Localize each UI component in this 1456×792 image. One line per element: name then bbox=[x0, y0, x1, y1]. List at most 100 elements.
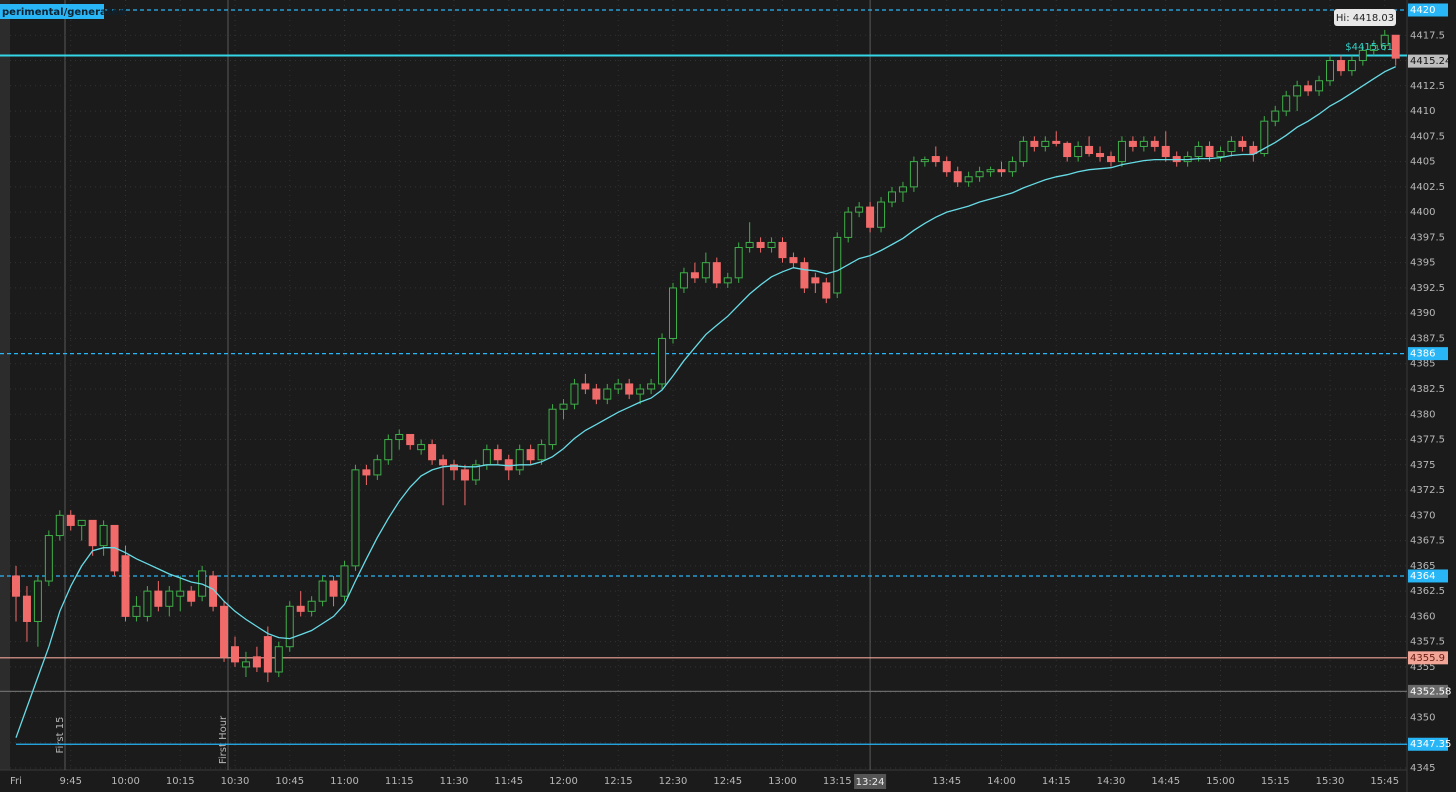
candle-body bbox=[1315, 80, 1324, 92]
candle-body bbox=[603, 388, 612, 400]
candle-body bbox=[833, 236, 842, 294]
candle-body bbox=[1249, 145, 1258, 155]
candle-body bbox=[898, 186, 907, 193]
candle-body bbox=[296, 605, 305, 612]
price-label: $4415.61 bbox=[1345, 42, 1393, 53]
candle-body bbox=[1369, 44, 1378, 51]
candle-body bbox=[241, 661, 250, 668]
candle-body bbox=[417, 444, 426, 451]
candle-body bbox=[647, 383, 656, 390]
candle-body bbox=[909, 161, 918, 188]
candle-body bbox=[187, 590, 196, 602]
cursor-label: 13:24 bbox=[856, 777, 885, 788]
candle-body bbox=[44, 535, 53, 582]
y-tick-label: 4395 bbox=[1410, 258, 1435, 269]
candle-body bbox=[395, 433, 404, 441]
y-tick-label: 4417.5 bbox=[1410, 30, 1445, 41]
first15-label: First 15 bbox=[55, 717, 66, 754]
cursor-tag bbox=[854, 774, 887, 789]
candle-body bbox=[570, 383, 579, 405]
candle-body bbox=[953, 171, 962, 183]
candle-body bbox=[263, 636, 272, 673]
y-tick-label: 4402.5 bbox=[1410, 182, 1445, 193]
x-tick-label: 11:45 bbox=[494, 776, 523, 787]
candle-body bbox=[482, 449, 491, 466]
candle-body bbox=[176, 590, 185, 597]
y-tick-label: 4377.5 bbox=[1410, 435, 1445, 446]
candle-body bbox=[658, 337, 667, 385]
x-tick-label: 13:00 bbox=[768, 776, 797, 787]
price-tag bbox=[1408, 651, 1448, 665]
candle-body bbox=[154, 590, 163, 607]
candle-body bbox=[307, 600, 316, 612]
price-tag-label: 4352.58 bbox=[1410, 686, 1451, 697]
candle-body bbox=[66, 514, 75, 526]
study-tag bbox=[0, 4, 104, 19]
candle-body bbox=[220, 605, 229, 658]
candle-body bbox=[1030, 140, 1039, 147]
candle-body bbox=[209, 575, 218, 607]
candle-body bbox=[866, 206, 875, 228]
x-tick-label: 12:00 bbox=[549, 776, 578, 787]
x-tick-label: 15:00 bbox=[1206, 776, 1235, 787]
candle-body bbox=[1271, 110, 1280, 122]
x-tick-label: 14:30 bbox=[1097, 776, 1126, 787]
x-tick-label: 15:15 bbox=[1261, 776, 1290, 787]
x-tick-label: 10:30 bbox=[221, 776, 250, 787]
candle-body bbox=[33, 580, 42, 622]
x-tick-label: 9:45 bbox=[60, 776, 82, 787]
candle-body bbox=[844, 211, 853, 238]
candle-body bbox=[1139, 140, 1148, 147]
candle-body bbox=[450, 464, 458, 471]
moving-average bbox=[15, 66, 1396, 738]
candle-body bbox=[99, 524, 108, 547]
price-tag bbox=[1408, 569, 1448, 583]
candle-body bbox=[77, 519, 86, 526]
high-tag bbox=[1334, 9, 1396, 26]
candle-body bbox=[690, 272, 699, 279]
x-tick-label: 10:15 bbox=[166, 776, 195, 787]
candle-body bbox=[165, 590, 174, 607]
y-tick-label: 4357.5 bbox=[1410, 637, 1445, 648]
y-tick-label: 4345 bbox=[1410, 763, 1435, 774]
candle-body bbox=[1161, 145, 1170, 158]
candle-body bbox=[1150, 140, 1159, 147]
x-tick-label: 15:30 bbox=[1316, 776, 1345, 787]
candle-body bbox=[384, 439, 393, 461]
candle-body bbox=[800, 262, 809, 289]
price-tag bbox=[1408, 347, 1448, 361]
candle-body bbox=[373, 459, 382, 476]
candle-body bbox=[723, 277, 732, 284]
price-tag bbox=[1408, 684, 1448, 698]
candle-body bbox=[975, 171, 984, 178]
candle-body bbox=[329, 580, 338, 597]
candle-body bbox=[1326, 60, 1334, 82]
candle-body bbox=[636, 388, 645, 395]
y-tick-label: 4382.5 bbox=[1410, 384, 1445, 395]
candle-body bbox=[1347, 60, 1356, 72]
candle-body bbox=[669, 287, 677, 339]
candle-body bbox=[1117, 140, 1126, 163]
y-tick-label: 4375 bbox=[1410, 460, 1435, 471]
candle-body bbox=[811, 277, 820, 284]
candle-body bbox=[855, 206, 864, 213]
candle-body bbox=[1336, 60, 1345, 72]
candle-body bbox=[406, 433, 415, 446]
candle-body bbox=[493, 449, 502, 461]
candle-body bbox=[1074, 145, 1083, 158]
candle-body bbox=[515, 449, 524, 471]
x-tick-label: 11:30 bbox=[440, 776, 469, 787]
x-tick-label: 12:30 bbox=[659, 776, 688, 787]
candle-body bbox=[1358, 49, 1367, 62]
candle-body bbox=[88, 519, 97, 547]
x-tick-label: 14:15 bbox=[1042, 776, 1071, 787]
candle-body bbox=[734, 247, 743, 279]
x-tick-label: 13:45 bbox=[932, 776, 961, 787]
price-tag bbox=[1408, 54, 1448, 68]
y-tick-label: 4365 bbox=[1410, 561, 1435, 572]
candle-body bbox=[471, 464, 480, 481]
candle-body bbox=[559, 403, 568, 410]
candle-body bbox=[1391, 34, 1400, 59]
candle-body bbox=[1063, 142, 1072, 158]
